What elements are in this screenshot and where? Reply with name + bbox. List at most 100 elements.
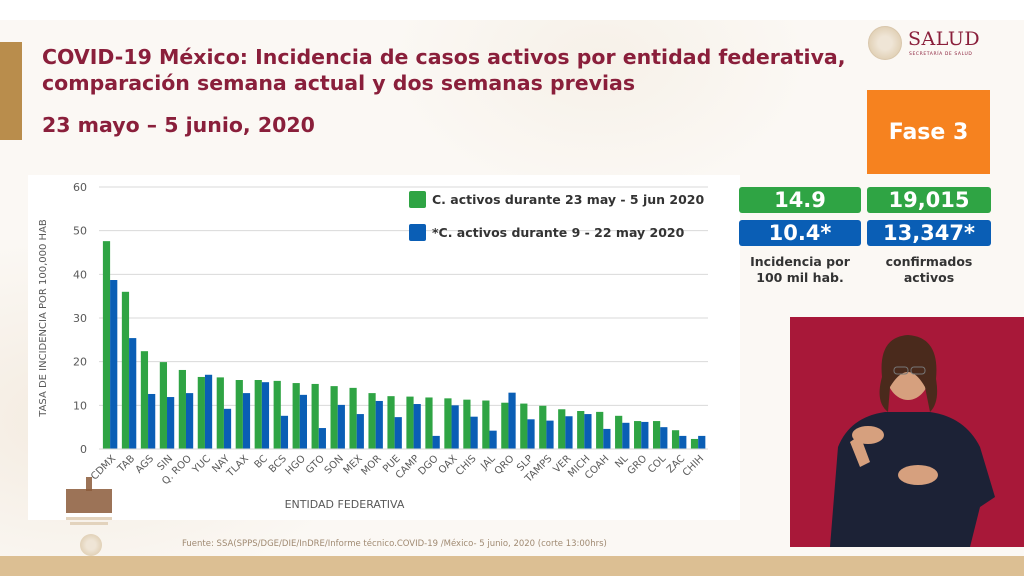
date-range: 23 mayo – 5 junio, 2020: [42, 113, 315, 137]
bar-previous: [622, 422, 630, 449]
bar-previous: [261, 382, 270, 449]
bar-current: [254, 380, 262, 449]
bar-previous: [432, 435, 440, 449]
bar-previous: [584, 414, 592, 449]
title-line-1: COVID-19 México: Incidencia de casos act…: [42, 45, 846, 69]
chart-panel: 0 10 20 30 40 50 60 TASA DE INCIDENCIA POR 100,…: [28, 175, 740, 520]
current-active-stat: 19,015: [867, 187, 991, 213]
bar-current: [482, 400, 490, 449]
bar-current: [520, 403, 528, 449]
sign-language-video: [790, 317, 1024, 547]
bar-previous: [527, 419, 535, 449]
y-tick-label: 50: [73, 225, 87, 238]
bar-current: [216, 377, 224, 449]
bar-previous: [565, 416, 573, 449]
legend-item-current: C. activos durante 23 may - 5 jun 2020: [409, 190, 704, 208]
salud-logo: SALUD SECRETARÍA DE SALUD: [868, 26, 1008, 66]
caption-line: activos: [903, 270, 955, 285]
bar-current: [349, 387, 357, 449]
bar-previous: [129, 338, 137, 449]
interpreter-figure: [830, 335, 995, 547]
bar-current: [615, 415, 623, 449]
x-tick-label: CHIS: [454, 453, 479, 478]
bar-current: [273, 380, 281, 449]
bar-previous: [242, 393, 251, 449]
x-tick-label: QRO: [493, 453, 517, 477]
bar-chart: 0 10 20 30 40 50 60 TASA DE INCIDENCIA POR 100,…: [38, 181, 708, 511]
bar-current: [558, 409, 566, 449]
x-tick-label: TLAX: [224, 453, 251, 480]
bar-previous: [167, 397, 175, 449]
bar-previous: [413, 404, 421, 449]
caption-line: confirmados: [885, 254, 973, 269]
previous-incidence-stat: 10.4*: [739, 220, 861, 246]
bar-current: [330, 386, 338, 449]
legend-item-previous: *C. activos durante 9 - 22 may 2020: [409, 223, 704, 241]
chart-legend: C. activos durante 23 may - 5 jun 2020 *…: [409, 190, 704, 256]
caption-line: Incidencia por: [750, 254, 850, 269]
bar-previous: [280, 415, 289, 449]
x-tick-label: GRO: [626, 453, 650, 477]
caption-line: 100 mil hab.: [756, 270, 844, 285]
bar-current: [368, 393, 376, 449]
bar-current: [292, 383, 300, 449]
x-tick-label: YUC: [190, 453, 213, 476]
bar-previous: [451, 405, 459, 449]
logo-name: SALUD: [908, 28, 981, 50]
bar-previous: [185, 393, 194, 449]
bar-current: [690, 438, 699, 449]
bar-current: [463, 399, 471, 449]
y-tick-label: 20: [73, 356, 87, 369]
y-tick-label: 30: [73, 312, 87, 325]
bar-previous: [698, 435, 706, 449]
phase-badge: Fase 3: [867, 90, 990, 174]
top-strip: [0, 0, 1024, 20]
bar-previous: [148, 393, 156, 449]
bar-current: [311, 383, 319, 449]
bar-current: [406, 396, 414, 449]
legend-label: *C. activos durante 9 - 22 may 2020: [432, 224, 685, 240]
bar-previous: [394, 417, 402, 449]
bar-previous: [223, 408, 232, 449]
x-tick-label: TAB: [115, 453, 137, 475]
bar-previous: [603, 428, 611, 449]
x-tick-label: HGO: [284, 453, 308, 477]
bar-current: [121, 291, 130, 449]
incidence-caption: Incidencia por 100 mil hab.: [740, 254, 860, 286]
x-tick-label: MOR: [359, 453, 383, 477]
y-tick-label: 60: [73, 181, 87, 194]
active-caption: confirmados activos: [869, 254, 989, 286]
bar-previous: [546, 420, 554, 449]
title-line-2: comparación semana actual y dos semanas …: [42, 71, 636, 95]
current-incidence-stat: 14.9: [739, 187, 861, 213]
bottom-band: [0, 556, 1024, 576]
y-tick-label: 40: [73, 268, 87, 281]
legend-swatch-blue: [409, 223, 426, 241]
bar-current: [539, 405, 547, 449]
x-tick-label: SON: [323, 453, 346, 476]
bar-current: [387, 396, 395, 449]
bar-current: [501, 402, 509, 449]
bar-current: [652, 421, 661, 449]
x-tick-label: CHIH: [681, 453, 706, 478]
bar-current: [634, 421, 642, 449]
bar-previous: [299, 394, 308, 449]
bar-previous: [470, 416, 478, 449]
bar-previous: [489, 430, 497, 449]
previous-active-stat: 13,347*: [867, 220, 991, 246]
y-tick-label: 0: [80, 443, 87, 456]
bar-current: [596, 411, 604, 449]
accent-bar: [0, 42, 22, 140]
bar-current: [140, 351, 149, 449]
historic-figures-emblem: [62, 475, 117, 527]
bar-previous: [356, 414, 364, 449]
bar-current: [444, 398, 452, 449]
bar-previous: [110, 280, 118, 449]
legend-swatch-green: [409, 190, 426, 208]
coat-of-arms-icon: [868, 26, 902, 60]
bar-previous: [508, 392, 516, 449]
logo-subtitle: SECRETARÍA DE SALUD: [909, 52, 973, 57]
source-note: Fuente: SSA(SPPS/DGE/DIE/InDRE/Informe t…: [182, 539, 607, 549]
y-tick-label: 10: [73, 399, 87, 412]
bar-current: [178, 369, 186, 449]
